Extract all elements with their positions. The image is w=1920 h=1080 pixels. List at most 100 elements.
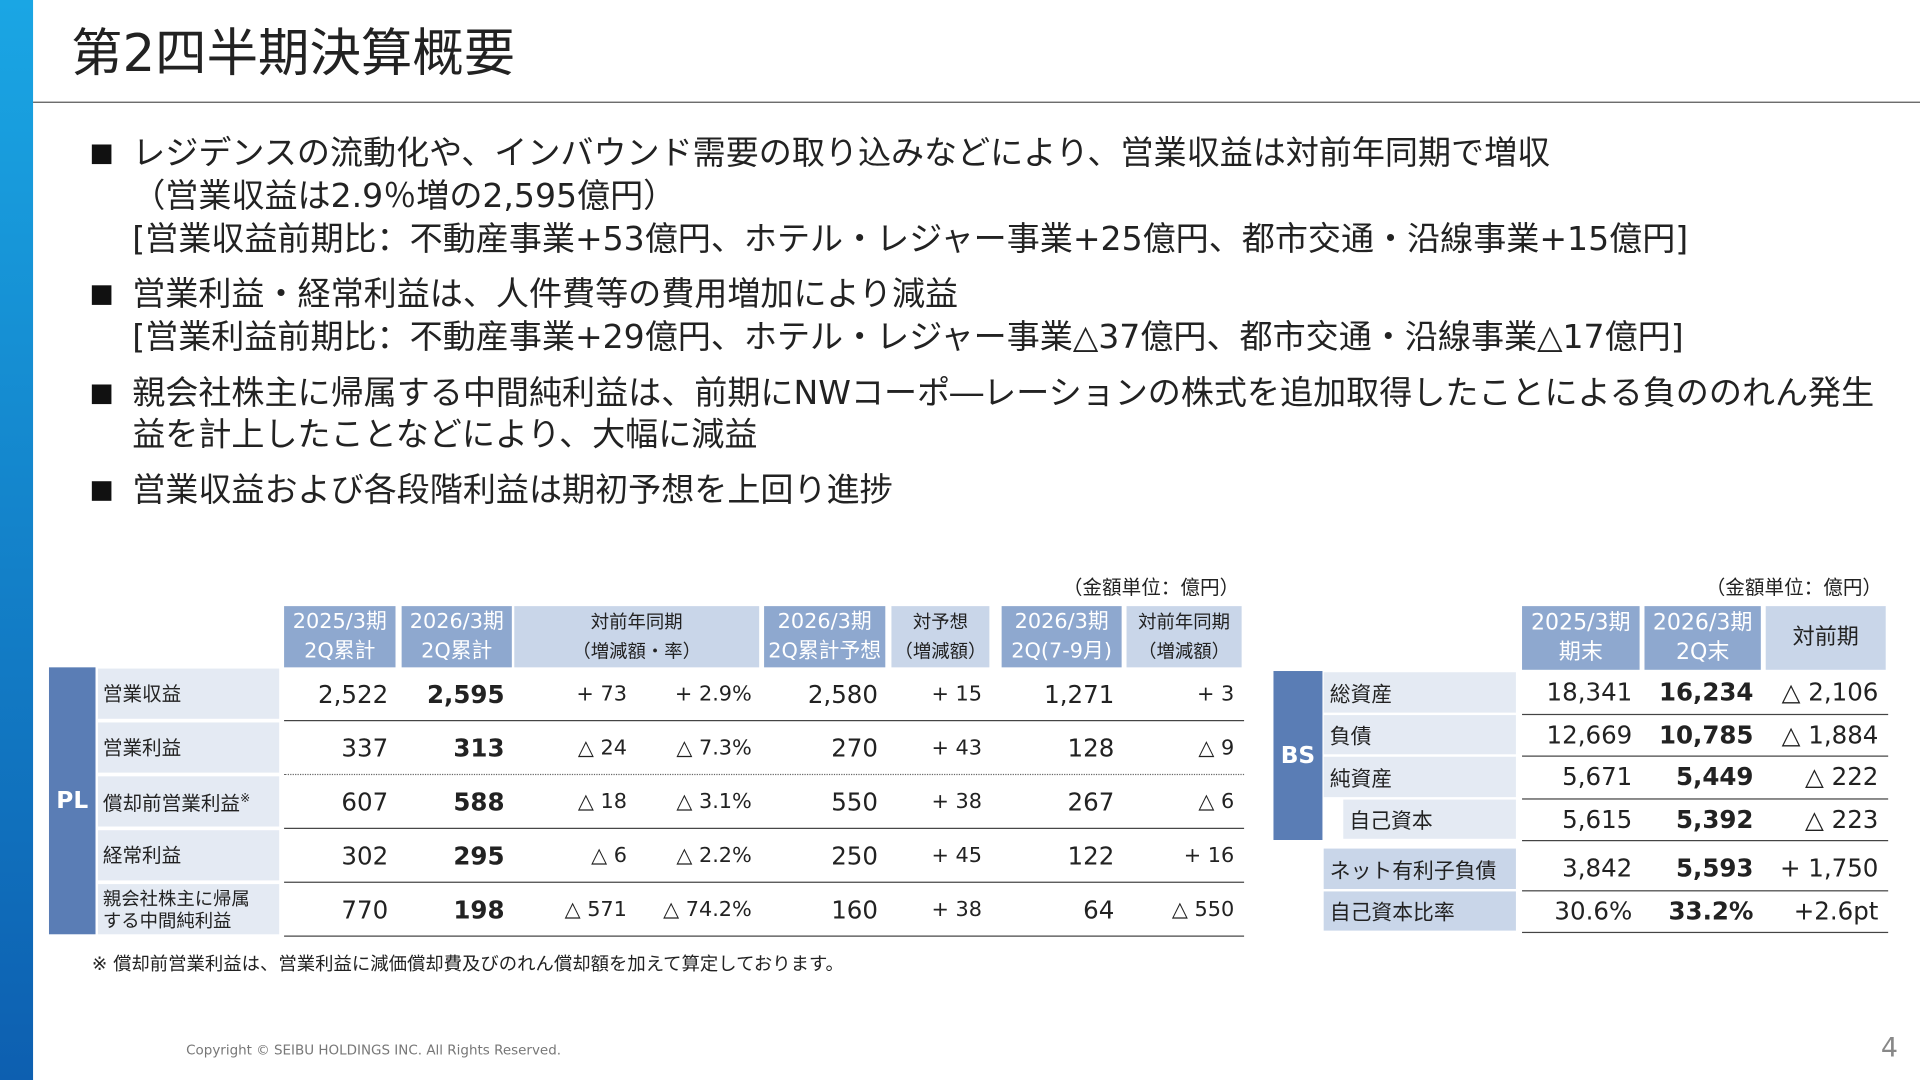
header-cell: 対予想 （増減額） [891,606,990,668]
cell-value: 33.2% [1668,896,1754,926]
header-text: 対前年同期 [590,611,683,634]
cell-value: △ 2,106 [1781,677,1879,707]
cell-value: + 43 [931,735,983,760]
row-label-text: 経常利益 [102,843,182,867]
cell-value: 2,580 [807,678,878,709]
side-label: BS [1273,671,1323,841]
row-rule [1522,840,1889,842]
title: 第2四半期決算概要 [71,23,516,84]
footnote: ※ 償却前営業利益は、営業利益に減価償却費及びのれん償却額を加えて算定しておりま… [91,952,844,975]
header-text: 2Q末 [1675,639,1730,665]
row-label: 営業利益 [97,722,280,773]
bullet-text: 親会社株主に帰属する中間純利益は、前期にNWコーポ―レーションの株式を追加取得し… [132,374,1875,413]
copyright: Copyright © SEIBU HOLDINGS INC. All Righ… [186,1042,562,1058]
row-label-text: 営業収益 [102,681,182,705]
row-label: 償却前営業利益※ [97,776,280,827]
cell-value: 12,669 [1546,719,1633,750]
row-rule [1522,797,1889,799]
cell-value: 313 [453,732,505,763]
row-rule [1522,931,1889,934]
header-text: （増減額・率） [572,640,702,663]
cell-value: △ 223 [1804,804,1879,834]
cell-value: + 15 [931,681,983,706]
bullet-text: 益を計上したことなどにより、大幅に減益 [132,416,758,455]
cell-value: 5,593 [1676,853,1754,884]
header-cell: 2025/3期 2Q累計 [284,606,396,668]
cell-value: △ 9 [1198,735,1235,760]
cell-value: + 16 [1183,843,1235,868]
cell-value: + 45 [931,843,983,868]
row-rule [1522,755,1889,757]
page-number: 4 [1880,1033,1898,1065]
cell-value: 770 [341,894,389,924]
cell-value: 10,785 [1658,719,1754,750]
cell-value: △ 2.2% [676,843,752,868]
unit-label: （金額単位：億円） [1062,575,1240,599]
cell-value: △ 3.1% [676,789,752,814]
header-text: 2Q累計 [304,639,376,664]
side-label: PL [48,667,96,935]
row-label-text: 償却前営業利益※ [102,791,251,815]
row-label: 親会社株主に帰属 する中間純利益 [97,884,280,935]
bullet-text: [営業収益前期比：不動産事業+53億円、ホテル・レジャー事業+25億円、都市交通… [132,220,1689,259]
header-cell: 2026/3期 2Q(7-9月) [1001,606,1122,668]
bullet-text: 営業収益および各段階利益は期初予想を上回り進捗 [132,471,893,510]
cell-value: 267 [1067,786,1115,817]
cell-value: △ 24 [577,735,627,760]
row-label: 経常利益 [97,830,280,881]
row-rule [1522,713,1889,715]
cell-value: 198 [453,894,505,924]
row-rule [1522,889,1889,891]
header-text: 対前期 [1792,624,1859,651]
cell-value: △ 1,884 [1781,719,1879,750]
row-label: 総資産 [1323,672,1516,713]
row-label: ネット有利子負債 [1323,848,1516,889]
side-bar [0,0,34,1080]
header-cell: 対前年同期 （増減額） [1126,606,1242,668]
bullet-marker [91,384,112,405]
cell-value: 1,271 [1044,678,1115,709]
header-cell: 対前年同期 （増減額・率） [514,606,760,668]
cell-value: 128 [1067,732,1115,763]
row-rule [284,935,1245,937]
cell-value: 550 [831,786,878,817]
cell-value: 270 [831,732,878,763]
header-text: 2Q累計予想 [768,639,882,664]
header-cell: 2026/3期 2Q末 [1644,606,1761,670]
cell-value: + 3 [1196,681,1235,706]
bullet-marker [91,285,112,305]
header-text: （増減額） [894,640,987,663]
cell-value: 160 [831,894,878,924]
cell-value: 2,522 [318,678,389,709]
cell-value: + 2.9% [674,681,752,706]
bullet-text: 営業利益・経常利益は、人件費等の費用増加により減益 [132,275,959,314]
row-rule [284,881,1245,883]
cell-value: △ 6 [1198,789,1235,814]
cell-value: 122 [1067,840,1115,871]
header-cell: 2026/3期 2Q累計 [401,606,512,668]
row-label: 営業収益 [97,668,280,719]
row-rule [284,773,1245,776]
cell-value: 250 [831,840,878,871]
header-cell: 2026/3期 2Q累計予想 [764,606,886,668]
cell-value: 2,595 [427,678,505,709]
header-text: 2026/3期 [1014,609,1109,635]
cell-value: 5,392 [1676,804,1754,834]
cell-value: 302 [341,840,389,871]
cell-value: 30.6% [1554,896,1633,926]
cell-value: △ 18 [577,789,627,814]
cell-value: 588 [453,786,505,817]
bullet-text: [営業利益前期比：不動産事業+29億円、ホテル・レジャー事業△37億円、都市交通… [132,318,1684,357]
row-label: 負債 [1323,714,1516,755]
cell-value: 5,671 [1562,761,1633,792]
bullet-text: レジデンスの流動化や、インバウンド需要の取り込みなどにより、営業収益は対前年同期… [132,134,1551,173]
header-text: （増減額） [1138,640,1231,663]
row-label-text: する中間純利益 [102,909,232,932]
cell-value: 5,615 [1562,804,1633,834]
row-rule [284,720,1245,722]
row-label: 純資産 [1323,756,1516,797]
note-mark: ※ [240,792,251,806]
cell-value: △ 74.2% [663,896,752,922]
